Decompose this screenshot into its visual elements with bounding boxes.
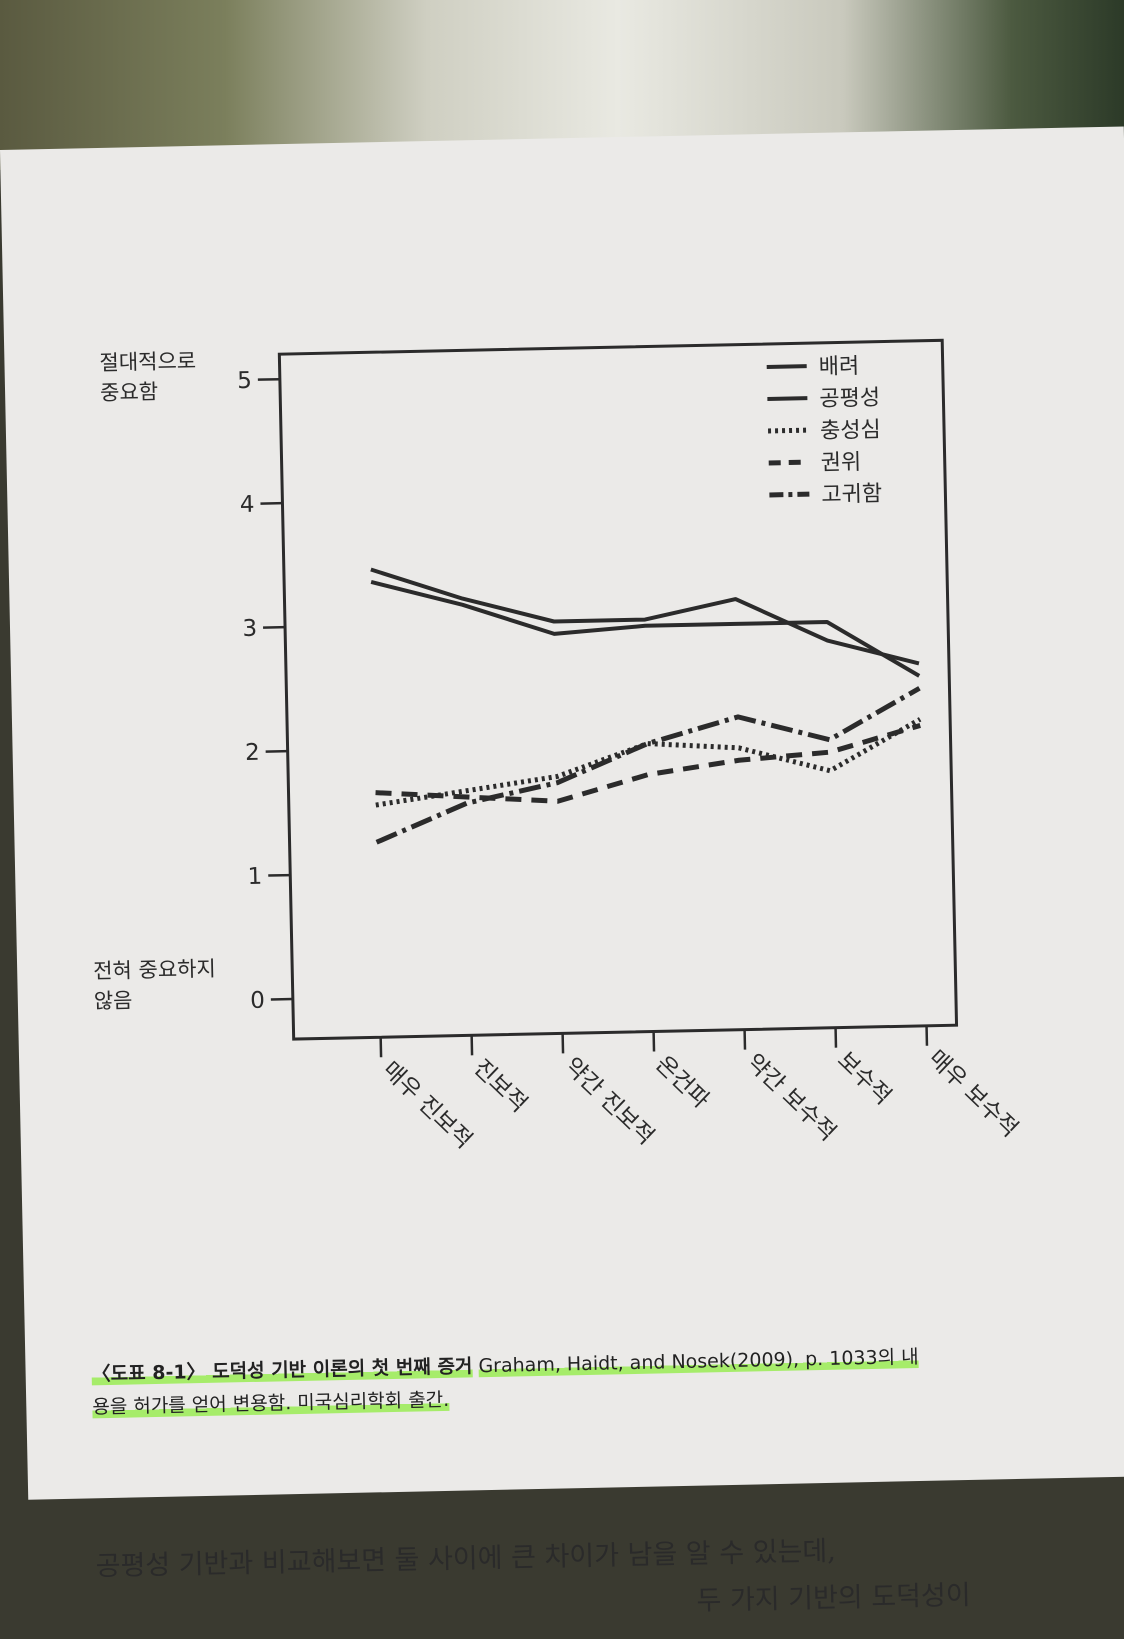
y-tick-label-0: 0 — [250, 988, 265, 1014]
legend-swatch-0 — [767, 366, 807, 367]
y-tick-label-4: 4 — [240, 492, 255, 518]
legend-label-0: 배려 — [818, 354, 859, 380]
x-tick-label-1: 진보적 — [468, 1055, 532, 1118]
x-tick-label-4: 약간 보수적 — [741, 1049, 841, 1146]
legend-swatch-4 — [769, 494, 809, 495]
y-tick-label-2: 2 — [245, 740, 260, 766]
x-tick-label-3: 온건파 — [650, 1051, 714, 1114]
y-label-bottom-line-1: 않음 — [94, 988, 133, 1013]
caption-label: 〈도표 8-1〉 도덕성 기반 이론의 첫 번째 증거 — [91, 1355, 472, 1385]
y-tick-label-3: 3 — [242, 616, 257, 642]
y-label-bottom-line-0: 전혀 중요하지 — [93, 957, 216, 984]
legend-label-3: 권위 — [820, 450, 861, 476]
caption-line2: 용을 허가를 얻어 변용함. 미국심리학회 출간. — [92, 1389, 449, 1418]
figure-caption: 〈도표 8-1〉 도덕성 기반 이론의 첫 번째 증거 Graham, Haid… — [91, 1337, 1092, 1424]
y-label-top-line-1: 중요함 — [100, 380, 158, 405]
series-line-1 — [371, 558, 919, 675]
x-tick-label-2: 약간 진보적 — [559, 1053, 659, 1150]
legend-label-2: 충성심 — [820, 418, 881, 444]
y-tick-label-1: 1 — [247, 864, 262, 890]
plot-frame — [279, 340, 956, 1039]
y-label-top-line-0: 절대적으로 — [99, 349, 196, 375]
x-tick-label-6: 매우 보수적 — [923, 1045, 1023, 1142]
y-tick-label-5: 5 — [237, 368, 252, 394]
x-tick-label-5: 보수적 — [832, 1047, 896, 1110]
legend-label-4: 고귀함 — [821, 482, 882, 508]
series-line-2 — [374, 719, 921, 805]
caption-source: Graham, Haidt, and Nosek(2009), p. 1033의… — [478, 1346, 919, 1377]
x-tick-label-0: 매우 진보적 — [377, 1057, 477, 1154]
series-lines — [371, 558, 923, 842]
legend-swatch-1 — [767, 398, 807, 399]
body-text: 공평성 기반과 비교해보면 둘 사이에 큰 차이가 남을 알 수 있는데, 두 … — [95, 1522, 1097, 1637]
legend-label-1: 공평성 — [819, 386, 880, 412]
legend-swatch-3 — [769, 462, 809, 463]
legend-swatch-2 — [768, 430, 808, 431]
series-line-0 — [371, 570, 919, 687]
y-axis: 0 1 2 3 4 5 — [237, 367, 293, 1014]
